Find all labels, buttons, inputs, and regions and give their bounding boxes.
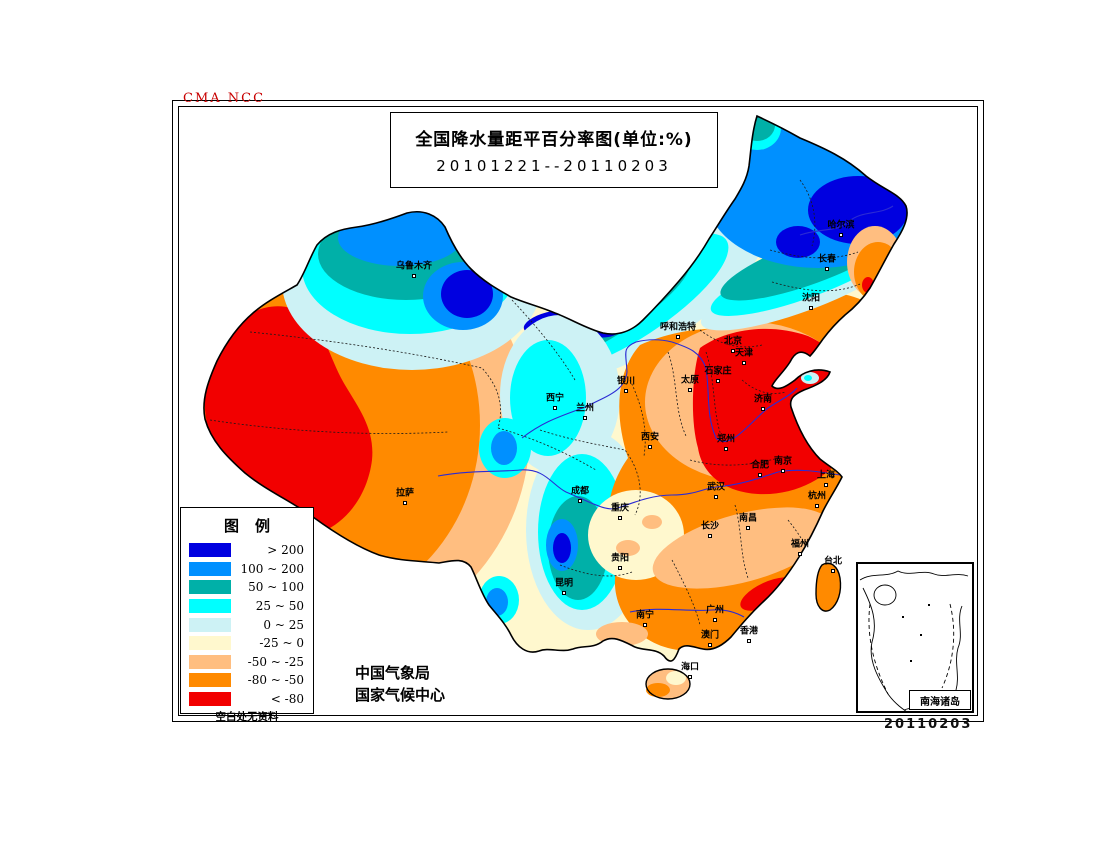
legend-range-label: 100 ~ 200: [240, 561, 305, 576]
legend-range-label: 25 ~ 50: [255, 599, 304, 614]
legend-swatch: [189, 654, 231, 669]
legend-item: 100 ~ 200: [181, 560, 313, 579]
agency-credit-line1: 中国气象局: [355, 664, 431, 682]
legend-item: 25 ~ 50: [181, 597, 313, 616]
legend-swatch: [189, 636, 231, 651]
taiwan-island: [815, 562, 842, 612]
agency-credit-line2: 国家气候中心: [355, 686, 446, 704]
legend-swatch: [189, 673, 231, 688]
legend-box: 图例 > 200 100 ~ 200 50 ~ 100 25 ~ 50 0 ~ 25 -2…: [180, 507, 314, 723]
inset-map: [859, 570, 969, 715]
legend-item: -25 ~ 0: [181, 634, 313, 653]
china-outline: [203, 114, 908, 662]
agency-credit: 中国气象局 国家气候中心: [355, 662, 445, 706]
cma-ncc-watermark: CMA NCC: [183, 91, 266, 106]
legend-range-label: 0 ~ 25: [263, 617, 304, 632]
legend-range-label: < -80: [270, 692, 304, 707]
legend-swatch: [189, 543, 231, 558]
legend-item: 50 ~ 100: [181, 578, 313, 597]
legend-swatch: [189, 580, 231, 595]
legend-items: > 200 100 ~ 200 50 ~ 100 25 ~ 50 0 ~ 25 -25 ~…: [181, 541, 313, 708]
legend-swatch: [189, 561, 231, 576]
legend-item: < -80: [181, 690, 313, 709]
legend-title: 图例: [223, 517, 286, 535]
south-china-sea-inset: 南海诸岛: [856, 562, 974, 715]
legend-swatch: [189, 692, 231, 707]
map-date-range: 20101221--20110203: [436, 157, 672, 175]
legend-swatch: [189, 617, 231, 632]
title-box: 全国降水量距平百分率图(单位:%) 20101221--20110203: [390, 112, 718, 188]
legend-item: -50 ~ -25: [181, 653, 313, 672]
datestamp: 20110203: [884, 717, 973, 732]
legend-footnote: 空白处无资料: [215, 711, 279, 724]
hainan-island: [645, 668, 691, 700]
legend-range-label: 50 ~ 100: [248, 580, 304, 595]
legend-range-label: -25 ~ 0: [259, 636, 304, 651]
inset-label: 南海诸岛: [909, 690, 971, 710]
province-borders: [209, 179, 861, 626]
legend-item: 0 ~ 25: [181, 615, 313, 634]
legend-range-label: -50 ~ -25: [247, 654, 304, 669]
rivers: [437, 205, 894, 618]
legend-range-label: -80 ~ -50: [247, 673, 304, 688]
legend-item: > 200: [181, 541, 313, 560]
legend-swatch: [189, 599, 231, 614]
legend-item: -80 ~ -50: [181, 671, 313, 690]
legend-range-label: > 200: [267, 543, 304, 558]
map-title: 全国降水量距平百分率图(单位:%): [415, 130, 693, 150]
